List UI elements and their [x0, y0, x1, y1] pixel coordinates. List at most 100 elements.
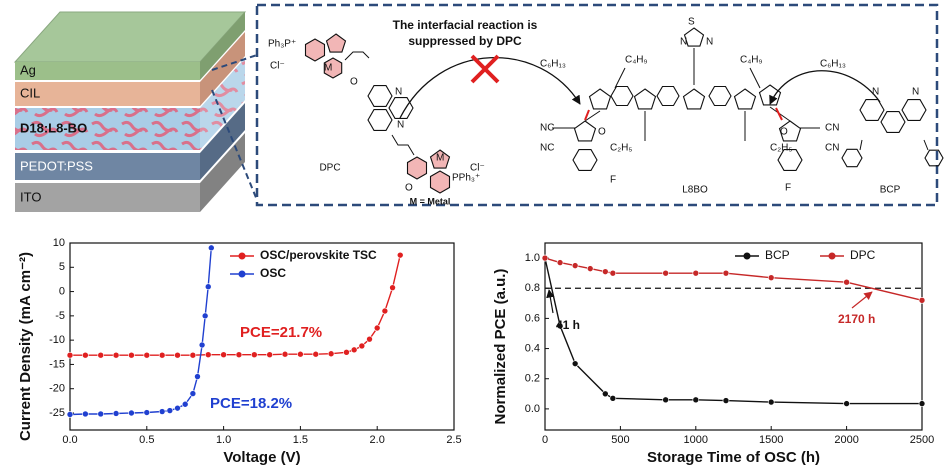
- point: [571, 360, 579, 367]
- reaction-arrow: [769, 70, 881, 105]
- point: [389, 284, 396, 291]
- point: [97, 351, 105, 359]
- point: [602, 390, 609, 398]
- ring: [304, 38, 326, 62]
- atom-label: Cl⁻: [270, 61, 285, 72]
- point: [220, 351, 227, 359]
- atom-label: O: [405, 183, 413, 194]
- x-tick-label: 0: [542, 434, 548, 446]
- legend-marker: [743, 252, 751, 260]
- red-bond: [584, 107, 783, 121]
- point: [556, 259, 564, 266]
- x-tick-label: 0.5: [139, 434, 154, 446]
- atom-label: CN: [825, 123, 839, 134]
- series-line: [69, 247, 212, 416]
- y-tick-label: -5: [55, 310, 65, 322]
- point: [918, 297, 926, 304]
- plot-frame: [544, 242, 923, 431]
- x-axis-title: Voltage (V): [223, 449, 300, 466]
- atom-label: F: [785, 183, 791, 194]
- x-tick-label: 0.0: [62, 434, 77, 446]
- y-tick-label: 0.4: [525, 342, 540, 354]
- series-line: [544, 257, 923, 301]
- point: [266, 351, 273, 359]
- ring: [429, 170, 451, 194]
- metal-note: M = Metal: [410, 196, 451, 206]
- ring: [572, 149, 598, 171]
- point: [194, 373, 201, 380]
- atom-label: N: [395, 87, 402, 98]
- atom-label: F: [610, 175, 616, 186]
- x-tick-label: 2500: [910, 434, 934, 446]
- x-tick-label: 2.5: [446, 434, 461, 446]
- point: [281, 350, 289, 358]
- layer-ag: [15, 62, 200, 80]
- ring: [901, 99, 927, 121]
- side: [200, 32, 245, 106]
- ring: [323, 57, 343, 79]
- point: [662, 396, 669, 404]
- point: [609, 269, 617, 277]
- point: [918, 400, 926, 407]
- point: [198, 341, 206, 349]
- point: [843, 278, 850, 286]
- ring: [841, 148, 863, 168]
- point: [204, 351, 212, 359]
- point: [201, 312, 209, 320]
- atom-label: M: [436, 153, 444, 164]
- point: [586, 265, 594, 272]
- reaction-arrow: [399, 56, 581, 119]
- annotation-arrow: [546, 289, 555, 314]
- ring: [367, 85, 393, 107]
- series-line: [70, 254, 401, 356]
- bond: [344, 51, 415, 156]
- x-tick-label: 1.5: [293, 434, 308, 446]
- point: [174, 351, 181, 359]
- x-tick-label: 1000: [684, 434, 708, 446]
- atom-label: PPh₃⁺: [452, 173, 480, 184]
- ring: [573, 120, 597, 142]
- atom-label: N: [912, 87, 919, 98]
- point: [767, 274, 775, 281]
- annotation: PCE=21.7%: [240, 324, 322, 341]
- point: [343, 348, 350, 356]
- legend-marker: [238, 270, 246, 278]
- ring: [367, 109, 393, 131]
- point: [204, 283, 212, 291]
- device-stack: [13, 11, 247, 212]
- point: [143, 409, 151, 416]
- layer-label: PEDOT:PSS: [20, 158, 93, 173]
- point: [143, 351, 151, 359]
- ring: [656, 85, 680, 107]
- layer-pedot: [15, 153, 200, 180]
- y-axis-title: Current Density (mA cm⁻²): [17, 252, 34, 441]
- point: [128, 409, 135, 417]
- point: [843, 400, 850, 407]
- point: [181, 400, 189, 408]
- ring: [683, 27, 705, 47]
- point: [297, 350, 304, 358]
- series-line: [544, 257, 922, 405]
- molecule-name: L8BO: [682, 185, 708, 196]
- ring: [388, 97, 414, 119]
- y-tick-label: -20: [49, 383, 65, 395]
- annotation: PCE=18.2%: [210, 395, 292, 412]
- point: [97, 410, 105, 418]
- y-tick-label: -10: [49, 334, 65, 346]
- ring: [682, 88, 706, 110]
- scheme-note: The interfacial reaction is: [393, 18, 538, 32]
- atom-label: C₄H₉: [740, 55, 763, 66]
- layer-ito: [15, 183, 200, 212]
- y-axis-title: Normalized PCE (a.u.): [492, 269, 509, 425]
- atom-label: Ph₃P⁺: [268, 39, 296, 50]
- x-tick-label: 1500: [759, 434, 783, 446]
- ring: [758, 84, 782, 106]
- point: [358, 342, 366, 350]
- layer-label: ITO: [20, 189, 41, 204]
- legend-marker: [238, 252, 246, 260]
- molecule-name: BCP: [880, 185, 901, 196]
- point: [366, 335, 373, 343]
- legend-label: OSC/perovskite TSC: [260, 248, 377, 262]
- y-tick-label: 0: [59, 285, 65, 297]
- ring: [325, 33, 347, 53]
